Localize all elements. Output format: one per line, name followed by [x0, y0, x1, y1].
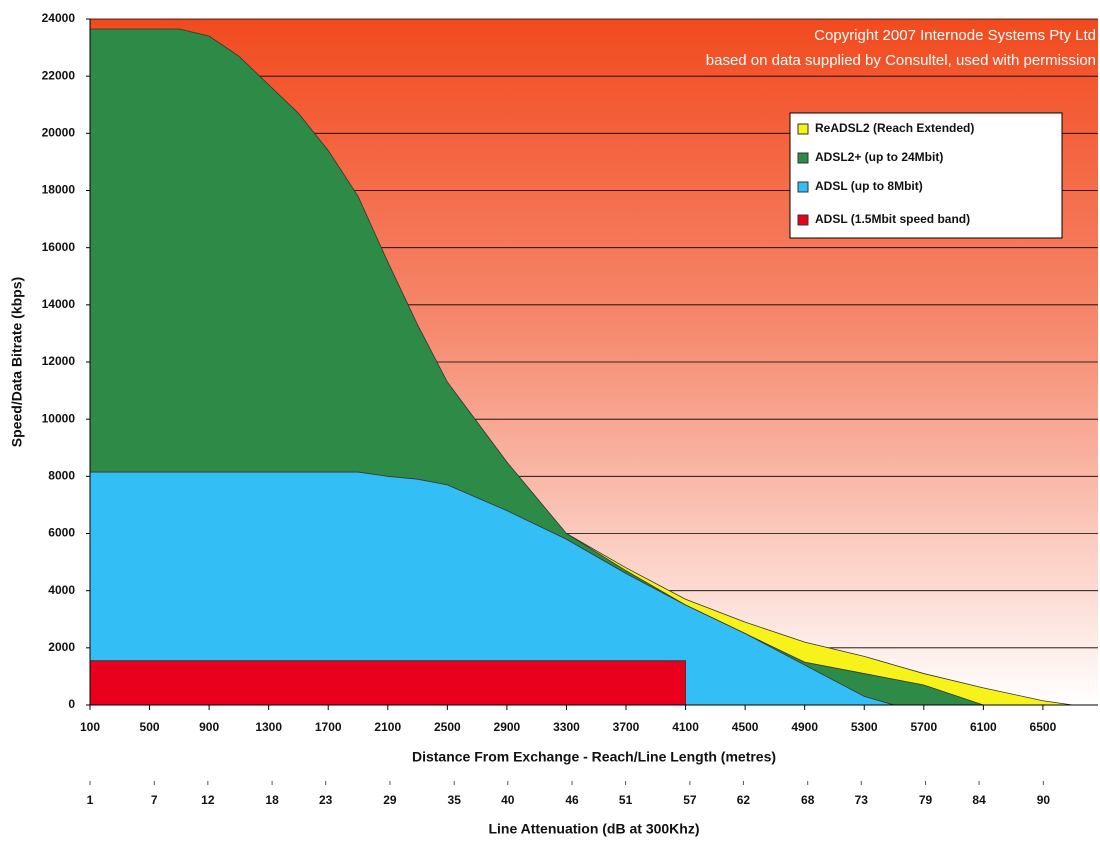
x-tick-label: 2100 — [374, 720, 401, 734]
x-tick-label: 5300 — [851, 720, 878, 734]
y-tick-label: 18000 — [42, 183, 76, 197]
y-axis-title: Speed/Data Bitrate (kbps) — [9, 277, 25, 447]
x2-tick-label: 68 — [801, 793, 815, 807]
x-tick-label: 3700 — [613, 720, 640, 734]
y-tick-label: 6000 — [48, 526, 75, 540]
area — [89, 471, 895, 706]
x-tick-label: 5700 — [910, 720, 937, 734]
x2-tick-label: 73 — [855, 793, 869, 807]
x-tick-label: 6500 — [1030, 720, 1057, 734]
x-tick-label: 3300 — [553, 720, 580, 734]
y-tick-label: 24000 — [42, 11, 76, 25]
x2-tick-label: 46 — [565, 793, 579, 807]
x-tick-label: 100 — [80, 720, 100, 734]
legend-swatch — [797, 152, 809, 164]
x-tick-label: 4100 — [672, 720, 699, 734]
x-tick-label: 900 — [199, 720, 219, 734]
y-tick-label: 16000 — [42, 240, 76, 254]
legend-label: ADSL2+ (up to 24Mbit) — [815, 150, 943, 164]
y-tick-label: 12000 — [42, 354, 76, 368]
legend-swatch — [797, 214, 809, 226]
annotation: based on data supplied by Consultel, use… — [706, 52, 1096, 69]
y-tick-label: 0 — [68, 697, 75, 711]
legend-label: ADSL (up to 8Mbit) — [815, 179, 923, 193]
x2-axis-title: Line Attenuation (dB at 300Khz) — [488, 821, 699, 837]
x2-tick-label: 84 — [972, 793, 986, 807]
x2-tick-label: 40 — [501, 793, 515, 807]
x-tick-label: 2900 — [494, 720, 521, 734]
x2-tick-label: 90 — [1037, 793, 1051, 807]
y-tick-label: 20000 — [42, 126, 76, 140]
x-tick-label: 6100 — [970, 720, 997, 734]
x2-tick-label: 12 — [201, 793, 215, 807]
y-tick-label: 14000 — [42, 297, 76, 311]
y-tick-label: 4000 — [48, 583, 75, 597]
x-axis-title: Distance From Exchange - Reach/Line Leng… — [412, 749, 776, 765]
x-tick-label: 500 — [140, 720, 160, 734]
x2-tick-label: 51 — [619, 793, 633, 807]
x2-tick-label: 18 — [265, 793, 279, 807]
x2-tick-label: 57 — [683, 793, 697, 807]
y-tick-label: 10000 — [42, 411, 76, 425]
x-tick-label: 1700 — [315, 720, 342, 734]
legend-label: ReADSL2 (Reach Extended) — [815, 121, 974, 135]
y-tick-label: 22000 — [42, 68, 76, 82]
x2-tick-label: 7 — [151, 793, 158, 807]
x2-tick-label: 29 — [383, 793, 397, 807]
legend-box — [789, 112, 1063, 239]
x2-tick-label: 23 — [319, 793, 333, 807]
legend-swatch — [797, 181, 809, 193]
x-tick-label: 2500 — [434, 720, 461, 734]
x2-tick-label: 79 — [919, 793, 933, 807]
legend-label: ADSL (1.5Mbit speed band) — [815, 212, 970, 226]
x-tick-label: 4900 — [791, 720, 818, 734]
annotation: Copyright 2007 Internode Systems Pty Ltd — [814, 27, 1096, 44]
y-tick-label: 8000 — [48, 469, 75, 483]
x2-tick-label: 1 — [87, 793, 94, 807]
legend-swatch — [797, 123, 809, 135]
x-tick-label: 1300 — [255, 720, 282, 734]
y-tick-label: 2000 — [48, 640, 75, 654]
x-tick-label: 4500 — [732, 720, 759, 734]
x2-tick-label: 62 — [737, 793, 751, 807]
x2-tick-label: 35 — [448, 793, 462, 807]
area — [89, 660, 686, 706]
